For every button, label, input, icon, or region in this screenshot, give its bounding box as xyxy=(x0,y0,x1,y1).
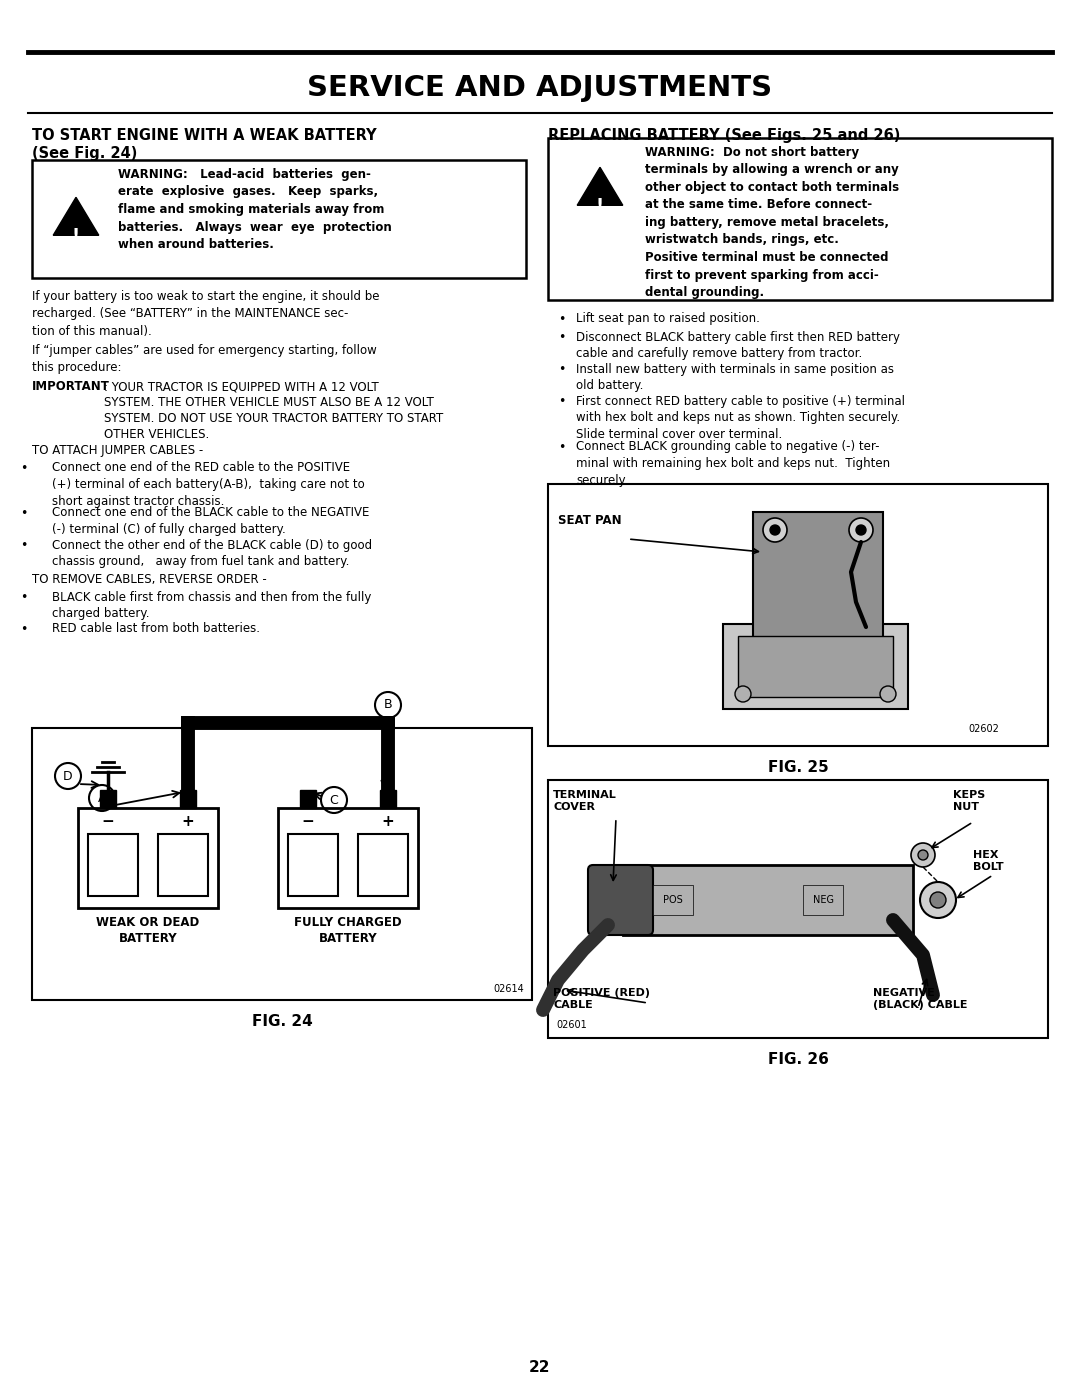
Text: TO START ENGINE WITH A WEAK BATTERY: TO START ENGINE WITH A WEAK BATTERY xyxy=(32,129,377,142)
Text: IMPORTANT: IMPORTANT xyxy=(32,380,110,393)
Text: !: ! xyxy=(72,226,80,244)
Text: If your battery is too weak to start the engine, it should be
recharged. (See “B: If your battery is too weak to start the… xyxy=(32,291,379,338)
Polygon shape xyxy=(53,197,98,235)
FancyBboxPatch shape xyxy=(32,161,526,278)
Text: Connect one end of the BLACK cable to the NEGATIVE
(-) terminal (C) of fully cha: Connect one end of the BLACK cable to th… xyxy=(52,507,369,536)
Text: FIG. 25: FIG. 25 xyxy=(768,760,828,775)
Text: •: • xyxy=(21,623,27,637)
Circle shape xyxy=(920,882,956,918)
Text: A: A xyxy=(98,792,106,805)
Circle shape xyxy=(880,686,896,703)
Text: NEG: NEG xyxy=(812,895,834,905)
FancyBboxPatch shape xyxy=(357,834,408,895)
Text: Disconnect BLACK battery cable first then RED battery
cable and carefully remove: Disconnect BLACK battery cable first the… xyxy=(576,331,900,360)
Text: POS: POS xyxy=(663,895,683,905)
FancyBboxPatch shape xyxy=(588,865,653,935)
FancyBboxPatch shape xyxy=(548,483,1048,746)
Text: TERMINAL
COVER: TERMINAL COVER xyxy=(553,789,617,813)
Circle shape xyxy=(770,525,780,535)
Circle shape xyxy=(856,525,866,535)
Text: •: • xyxy=(558,441,565,454)
FancyBboxPatch shape xyxy=(278,807,418,908)
Text: SERVICE AND ADJUSTMENTS: SERVICE AND ADJUSTMENTS xyxy=(308,74,772,102)
Circle shape xyxy=(930,893,946,908)
FancyBboxPatch shape xyxy=(723,624,908,710)
Text: TO ATTACH JUMPER CABLES -: TO ATTACH JUMPER CABLES - xyxy=(32,444,203,457)
Text: First connect RED battery cable to positive (+) terminal
with hex bolt and keps : First connect RED battery cable to posit… xyxy=(576,394,905,441)
Text: : YOUR TRACTOR IS EQUIPPED WITH A 12 VOLT
SYSTEM. THE OTHER VEHICLE MUST ALSO BE: : YOUR TRACTOR IS EQUIPPED WITH A 12 VOL… xyxy=(104,380,443,441)
Text: •: • xyxy=(558,395,565,408)
FancyBboxPatch shape xyxy=(87,834,138,895)
Text: B: B xyxy=(383,698,392,711)
Text: C: C xyxy=(329,793,338,806)
Text: SEAT PAN: SEAT PAN xyxy=(558,514,622,527)
Text: WARNING:  Do not short battery
terminals by allowing a wrench or any
other objec: WARNING: Do not short battery terminals … xyxy=(645,147,900,299)
Circle shape xyxy=(735,686,751,703)
FancyBboxPatch shape xyxy=(548,780,1048,1038)
Text: TO REMOVE CABLES, REVERSE ORDER -: TO REMOVE CABLES, REVERSE ORDER - xyxy=(32,574,267,587)
Circle shape xyxy=(849,518,873,542)
Text: If “jumper cables” are used for emergency starting, follow
this procedure:: If “jumper cables” are used for emergenc… xyxy=(32,344,377,374)
Text: WEAK OR DEAD
BATTERY: WEAK OR DEAD BATTERY xyxy=(96,916,200,944)
Text: •: • xyxy=(558,331,565,345)
Text: HEX
BOLT: HEX BOLT xyxy=(973,849,1003,872)
Text: •: • xyxy=(558,363,565,377)
Text: Install new battery with terminals in same position as
old battery.: Install new battery with terminals in sa… xyxy=(576,362,894,393)
Text: 02614: 02614 xyxy=(494,983,524,995)
Text: 22: 22 xyxy=(529,1361,551,1376)
Text: 02601: 02601 xyxy=(556,1020,586,1030)
FancyBboxPatch shape xyxy=(158,834,208,895)
Text: BLACK cable first from chassis and then from the fully
charged battery.: BLACK cable first from chassis and then … xyxy=(52,591,372,620)
FancyBboxPatch shape xyxy=(623,865,913,935)
FancyBboxPatch shape xyxy=(738,636,893,697)
Text: RED cable last from both batteries.: RED cable last from both batteries. xyxy=(52,623,260,636)
Circle shape xyxy=(912,842,935,868)
Circle shape xyxy=(762,518,787,542)
Text: •: • xyxy=(558,313,565,326)
Text: (See Fig. 24): (See Fig. 24) xyxy=(32,147,137,161)
Text: REPLACING BATTERY (See Figs. 25 and 26): REPLACING BATTERY (See Figs. 25 and 26) xyxy=(548,129,901,142)
FancyBboxPatch shape xyxy=(753,511,883,662)
Text: +: + xyxy=(181,814,194,830)
FancyBboxPatch shape xyxy=(380,789,396,807)
Text: +: + xyxy=(381,814,394,830)
FancyBboxPatch shape xyxy=(180,789,195,807)
Text: Lift seat pan to raised position.: Lift seat pan to raised position. xyxy=(576,312,760,326)
Text: Connect BLACK grounding cable to negative (-) ter-
minal with remaining hex bolt: Connect BLACK grounding cable to negativ… xyxy=(576,440,890,488)
Text: KEPS
NUT: KEPS NUT xyxy=(953,789,985,813)
FancyBboxPatch shape xyxy=(32,728,532,1000)
FancyBboxPatch shape xyxy=(288,834,338,895)
Text: FIG. 24: FIG. 24 xyxy=(252,1014,312,1030)
Text: Connect the other end of the BLACK cable (D) to good
chassis ground,   away from: Connect the other end of the BLACK cable… xyxy=(52,538,373,569)
Text: 02602: 02602 xyxy=(968,724,999,733)
Text: FULLY CHARGED
BATTERY: FULLY CHARGED BATTERY xyxy=(294,916,402,944)
Text: −: − xyxy=(102,814,114,830)
FancyBboxPatch shape xyxy=(78,807,218,908)
Text: Connect one end of the RED cable to the POSITIVE
(+) terminal of each battery(A-: Connect one end of the RED cable to the … xyxy=(52,461,365,509)
Circle shape xyxy=(918,849,928,861)
Text: WARNING:   Lead-acid  batteries  gen-
erate  explosive  gases.   Keep  sparks,
f: WARNING: Lead-acid batteries gen- erate … xyxy=(118,168,392,251)
Text: •: • xyxy=(21,507,27,521)
Text: •: • xyxy=(21,591,27,605)
Text: D: D xyxy=(64,770,72,782)
Text: POSITIVE (RED)
CABLE: POSITIVE (RED) CABLE xyxy=(553,988,650,1010)
Text: FIG. 26: FIG. 26 xyxy=(768,1052,828,1067)
Text: NEGATIVE
(BLACK) CABLE: NEGATIVE (BLACK) CABLE xyxy=(873,988,968,1010)
Text: •: • xyxy=(21,462,27,475)
Text: !: ! xyxy=(596,197,604,215)
FancyBboxPatch shape xyxy=(100,789,116,807)
FancyBboxPatch shape xyxy=(548,138,1052,300)
FancyBboxPatch shape xyxy=(300,789,316,807)
Text: •: • xyxy=(21,539,27,552)
Polygon shape xyxy=(577,168,623,205)
Text: −: − xyxy=(301,814,314,830)
